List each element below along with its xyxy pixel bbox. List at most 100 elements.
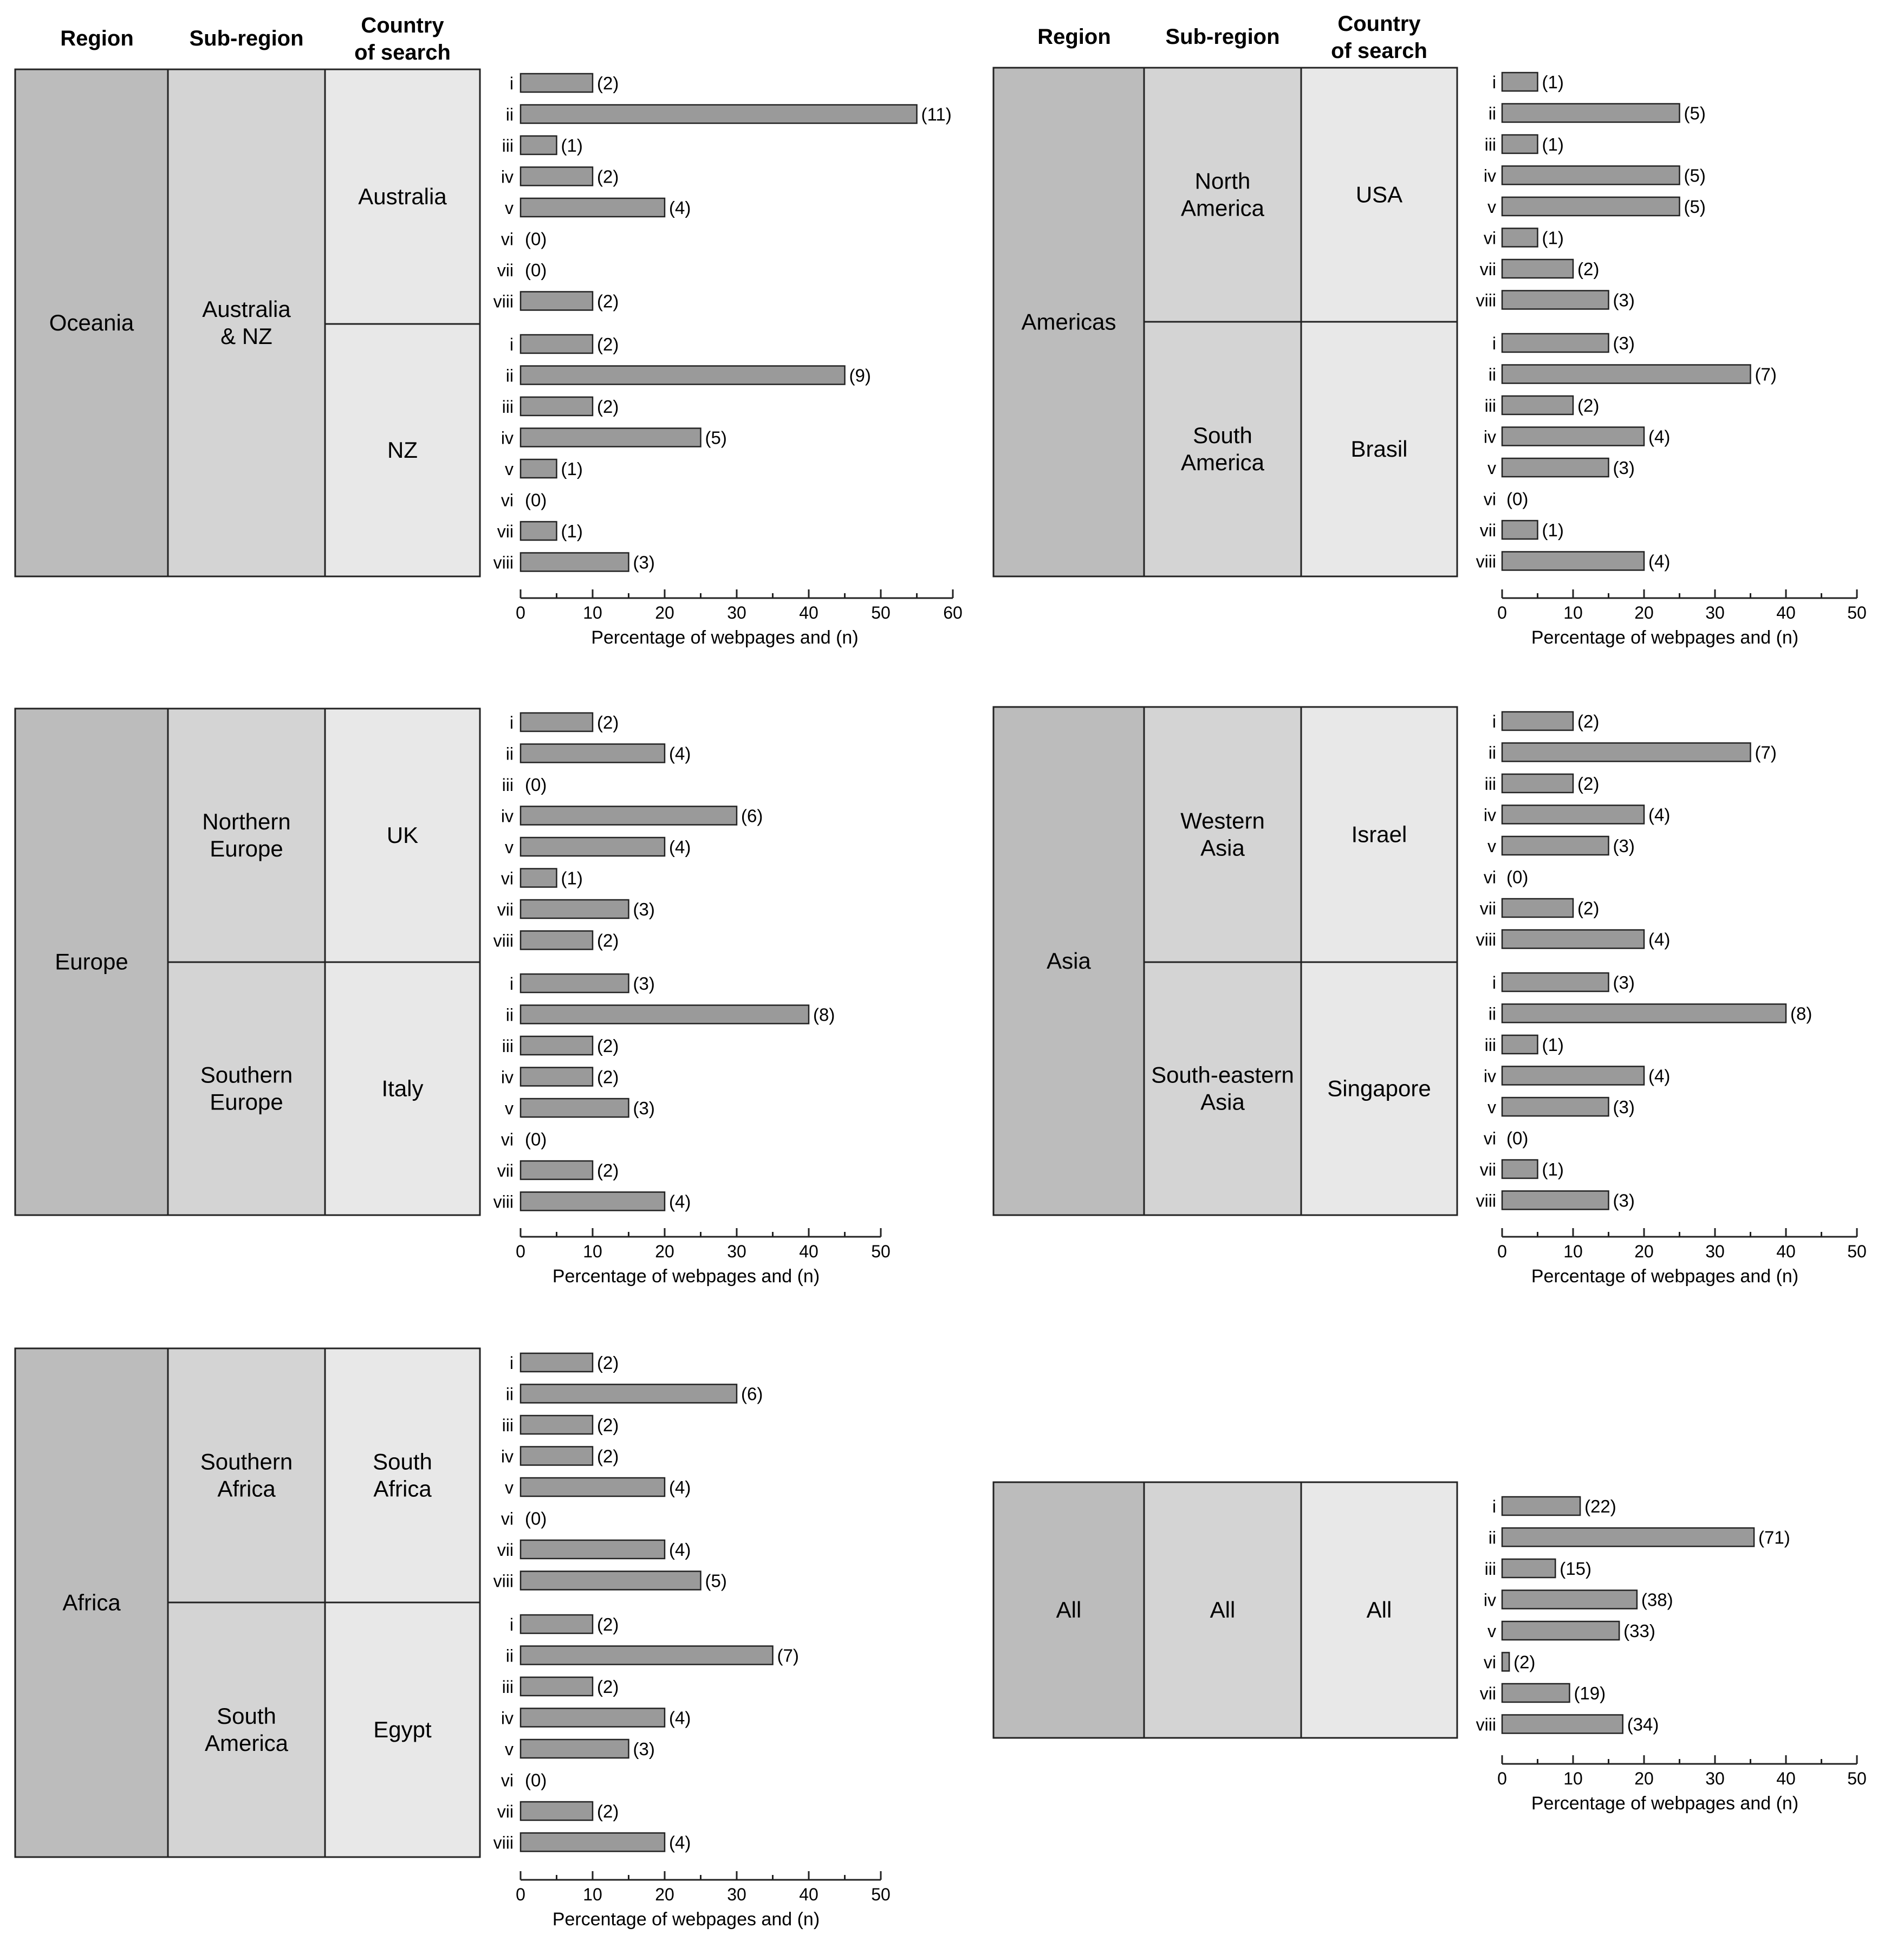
column-headers: Region Sub-region Country of search [1037,12,1427,63]
x-tick-label: 10 [1563,1769,1583,1788]
category-label: iv [1484,427,1496,447]
data-label: (0) [525,260,547,280]
x-axis: 0 10 20 30 40 50 Percentage of webpages and (n… [1497,589,1867,648]
data-label: (4) [669,1540,691,1560]
data-label: (19) [1574,1683,1606,1703]
data-label: (3) [633,553,655,573]
data-label: (4) [669,198,691,218]
category-label: iii [1485,1035,1496,1055]
category-label: iii [502,775,514,795]
data-label: (2) [597,1036,619,1056]
x-axis: 0 10 20 30 40 50 Percentage of webpages and (n… [1497,1755,1867,1814]
data-label: (2) [597,1160,619,1180]
category-label: v [1487,1621,1496,1641]
region-label: All [1056,1597,1082,1622]
subregion-label: Southern [200,1062,293,1088]
data-label: (15) [1560,1559,1591,1579]
data-label: (0) [525,775,547,795]
data-label: (1) [1542,1159,1564,1179]
category-label: iii [502,1677,514,1697]
data-label: (2) [597,73,619,93]
category-label: iii [1485,135,1496,154]
bar [1501,228,1538,248]
bar [1501,551,1645,571]
category-label: iv [501,1447,514,1466]
x-tick-label: 50 [871,1885,891,1904]
country-label: Israel [1352,822,1407,847]
category-label: ii [506,1646,514,1666]
data-label: (7) [1755,365,1777,385]
data-label: (1) [561,135,583,155]
category-label: i [1492,712,1496,731]
category-label: vii [497,261,514,280]
subregion-label: Southern [200,1449,293,1475]
country-cell [324,961,481,1216]
header-country: Country [1337,12,1421,36]
bar [1501,1589,1638,1609]
header-country: Country [361,14,444,37]
data-label: (4) [1648,551,1670,572]
data-label: (1) [1542,1035,1564,1055]
bar [519,1067,594,1087]
panel-all: All All All i (22) ii (71) iii (15) iv (38) v (33) vi… [992,1481,1867,1814]
category-label: viii [493,1192,514,1212]
bar [1501,1714,1623,1734]
bar [1501,835,1609,856]
bar [1501,1620,1620,1641]
category-label: v [1487,458,1496,478]
region-cell [992,1481,1145,1739]
category-label: v [505,1740,514,1759]
category-label: ii [506,105,514,125]
bar [1501,1096,1609,1117]
country-cell [324,323,481,577]
bar [519,930,594,950]
subregion-cell [1143,67,1302,323]
category-label: v [1487,1098,1496,1117]
x-tick-label: 40 [1776,1242,1796,1261]
data-label: (3) [633,899,655,919]
x-tick-label: 10 [583,1242,602,1261]
category-label: iv [501,807,514,826]
subregion-cell [1143,961,1302,1216]
x-tick-label: 30 [1705,1769,1725,1788]
data-label: (22) [1584,1496,1616,1516]
bar [1501,165,1680,185]
bar [519,73,594,93]
category-label: i [1492,334,1496,353]
data-label: (2) [1577,774,1599,794]
category-label: i [510,1353,514,1373]
x-axis-title: Percentage of webpages and (n) [1531,1266,1798,1287]
panel-americas: AmericasNorthAmericaSouthAmericaUSABrasi… [992,67,1867,648]
bar [1501,1190,1609,1210]
category-label: v [1487,197,1496,217]
bar [519,1570,701,1591]
bar [519,1477,666,1497]
data-label: (34) [1627,1715,1659,1735]
category-label: viii [1476,552,1496,572]
data-label: (7) [1755,743,1777,763]
category-label: ii [1489,1004,1496,1024]
category-label: iv [1484,166,1496,186]
country-label: Africa [373,1476,432,1502]
category-label: iii [502,1416,514,1435]
category-label: vi [501,1771,514,1790]
bar [519,365,846,385]
data-label: (3) [633,1098,655,1118]
data-label: (2) [597,1353,619,1373]
data-label: (3) [1613,836,1635,856]
x-tick-label: 50 [1847,603,1867,622]
region-label: Europe [55,949,128,975]
subregion-label: Asia [1200,1089,1245,1115]
bar [519,712,594,732]
category-label: vi [501,230,514,249]
bar [1501,1683,1570,1703]
category-label: v [1487,836,1496,856]
subregion-cell [167,68,326,577]
bar [519,1035,594,1056]
x-tick-label: 10 [583,1885,602,1904]
data-label: (5) [1684,197,1706,217]
subregion-cell [1143,706,1302,963]
data-label: (1) [561,459,583,479]
x-tick-label: 40 [799,1242,818,1261]
